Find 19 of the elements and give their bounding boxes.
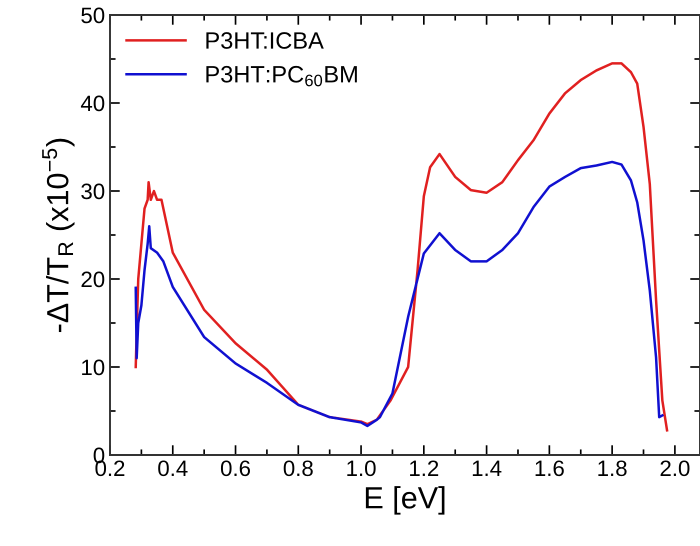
y-tick-label: 30	[81, 184, 104, 200]
x-tick-label: 0.8	[284, 460, 313, 476]
x-tick-label: 1.8	[598, 460, 627, 476]
x-tick-label: 1.0	[347, 460, 376, 476]
y-tick-label: 20	[82, 272, 104, 288]
legend-label: P3HT:PC$_{60}$BM	[206, 66, 357, 86]
x-tick-label: 0.4	[158, 460, 188, 476]
y-tick-label: 40	[80, 96, 104, 112]
y-tick-label: 50	[81, 8, 104, 24]
line-series	[134, 160, 664, 428]
x-tick-label: 0.6	[220, 460, 250, 476]
x-axis-title: E [eV]	[366, 486, 444, 515]
x-tick-label: 2.0	[660, 460, 690, 476]
x-tick-label: 1.2	[410, 460, 438, 476]
y-axis-title: -ΔT/T$_{R}$ (x10$^{−5}$)	[42, 138, 75, 332]
legend-label: P3HT:ICBA	[206, 32, 324, 49]
y-tick-label: 10	[82, 360, 104, 376]
x-tick-label: 1.4	[472, 460, 502, 476]
x-tick-label: 1.6	[536, 460, 564, 476]
